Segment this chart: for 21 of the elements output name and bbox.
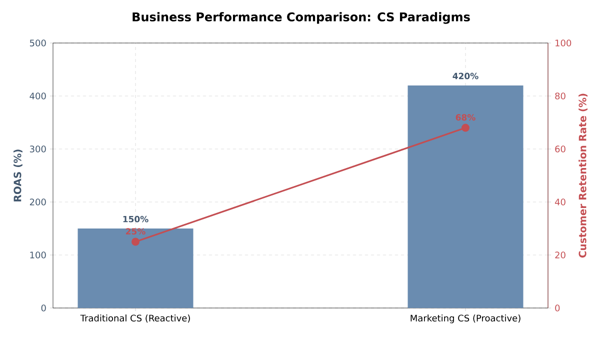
y2-tick-label: 60 xyxy=(555,146,566,152)
data-label: 68% xyxy=(456,114,476,121)
y2-tick-label: 0 xyxy=(555,304,560,312)
data-label: 150% xyxy=(123,216,148,222)
data-label: 420% xyxy=(452,72,478,80)
y2-tick-label: 40 xyxy=(554,198,566,206)
y-tick-label: 0 xyxy=(41,304,46,312)
y-tick-label: 500 xyxy=(30,40,46,46)
y-tick-label: 400 xyxy=(30,92,46,100)
y-tick-label: 200 xyxy=(30,198,46,206)
y2-axis-title: Customer Retention Rate (%) xyxy=(578,94,588,258)
y-tick-label: 300 xyxy=(30,146,46,152)
y-tick-label: 100 xyxy=(30,252,46,258)
y2-tick-label: 20 xyxy=(555,252,566,258)
x-tick-label: Traditional CS (Reactive) xyxy=(80,314,190,323)
data-label: 25% xyxy=(126,228,146,235)
y-axis-title: ROAS (%) xyxy=(14,150,22,202)
y2-tick-label: 80 xyxy=(555,92,566,100)
y2-tick-label: 100 xyxy=(556,40,572,46)
chart-title: Business Performance Comparison: CS Paradigms xyxy=(132,12,470,24)
x-tick-label: Marketing CS (Proactive) xyxy=(410,314,520,324)
